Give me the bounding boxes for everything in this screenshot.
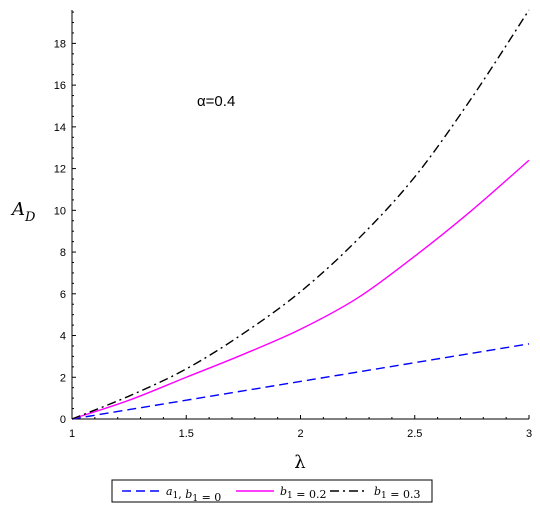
- y-tick-label: 6: [60, 289, 66, 301]
- y-tick-label: 12: [54, 164, 66, 176]
- x-tick-label: 2.5: [407, 428, 422, 440]
- legend-label-1: a1, b1 = 0: [166, 485, 221, 504]
- legend: a1, b1 = 0 b1 = 0.2 b1 = 0.3: [111, 479, 433, 504]
- axes: [71, 10, 529, 420]
- y-axis-title-main: A: [10, 199, 25, 220]
- y-axis-title: AD: [10, 199, 36, 225]
- y-tick-label: 0: [60, 414, 66, 426]
- legend-label-2: b1 = 0.2: [280, 485, 327, 501]
- x-tick-label: 3: [526, 428, 532, 440]
- series-line-2: [71, 159, 530, 420]
- series-lines: [71, 9, 530, 420]
- y-tick-group: 0 2 4 6 8 10 12 14 16 18: [54, 11, 76, 426]
- y-axis-title-subscript: D: [24, 210, 36, 225]
- series-line-1: [71, 343, 530, 420]
- legend-label-3: b1 = 0.3: [374, 485, 421, 501]
- y-tick-label: 18: [54, 38, 66, 50]
- y-tick-label: 16: [54, 80, 66, 92]
- y-tick-label: 2: [60, 372, 66, 384]
- y-tick-label: 8: [60, 247, 66, 259]
- y-tick-label: 4: [60, 331, 66, 343]
- x-tick-label: 2: [297, 428, 303, 440]
- x-tick-group: 1 1.5 2 2.5 3: [69, 415, 532, 440]
- alpha-annotation: α=0.4: [197, 93, 235, 110]
- y-tick-label: 10: [54, 205, 66, 217]
- x-tick-label: 1.5: [179, 428, 194, 440]
- x-axis-title: λ: [294, 452, 305, 473]
- x-tick-label: 1: [69, 428, 75, 440]
- series-line-3: [71, 9, 530, 420]
- y-tick-label: 14: [54, 122, 66, 134]
